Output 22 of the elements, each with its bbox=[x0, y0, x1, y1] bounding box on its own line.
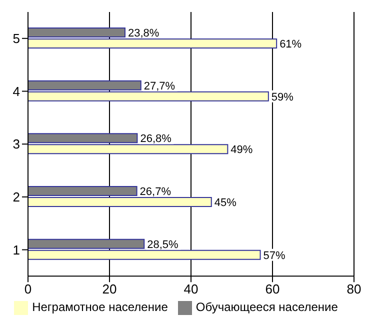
x-tick-label: 40 bbox=[184, 281, 198, 296]
data-label: 57% bbox=[263, 250, 286, 262]
y-tick-label: 5 bbox=[12, 31, 20, 46]
y-tick-label: 3 bbox=[12, 136, 20, 152]
data-label: 28,5% bbox=[147, 238, 179, 251]
data-label: 26,8% bbox=[140, 133, 172, 146]
y-tick-label: 1 bbox=[12, 242, 20, 258]
data-label: 23,8% bbox=[128, 28, 160, 40]
data-label: 45% bbox=[214, 197, 237, 210]
data-label: 27,7% bbox=[144, 80, 176, 92]
data-label: 26,7% bbox=[140, 186, 172, 198]
y-tick-label: 4 bbox=[12, 84, 20, 99]
y-tick-label: 2 bbox=[12, 190, 20, 205]
data-label: 59% bbox=[271, 91, 294, 104]
legend-label: Неграмотное население bbox=[32, 300, 168, 314]
data-label: 49% bbox=[230, 144, 253, 156]
legend-label: Обучающееся население bbox=[196, 300, 338, 314]
x-tick-label: 20 bbox=[102, 281, 117, 296]
x-tick-label: 60 bbox=[265, 281, 280, 296]
x-tick-label: 0 bbox=[24, 281, 32, 296]
x-tick-label: 80 bbox=[346, 281, 362, 296]
data-label: 61% bbox=[280, 38, 302, 50]
